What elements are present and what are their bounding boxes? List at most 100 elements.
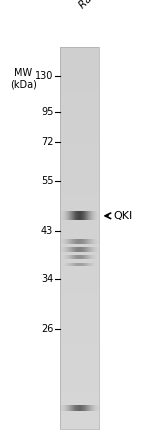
Bar — [60, 221, 99, 223]
Bar — [60, 152, 99, 154]
Bar — [60, 126, 99, 127]
Bar — [60, 166, 99, 167]
Text: 55: 55 — [41, 176, 53, 186]
Bar — [60, 137, 99, 139]
Bar — [60, 361, 99, 363]
Bar — [60, 357, 99, 359]
Bar — [60, 424, 99, 426]
Bar — [60, 265, 99, 267]
Bar — [60, 269, 99, 271]
Bar — [60, 416, 99, 418]
Bar — [60, 311, 99, 313]
Bar — [60, 170, 99, 171]
Bar — [60, 47, 99, 49]
Bar — [60, 341, 99, 344]
Bar — [60, 68, 99, 70]
Bar — [60, 167, 99, 170]
Bar — [60, 279, 99, 280]
Bar — [60, 282, 99, 284]
Text: 26: 26 — [41, 324, 53, 334]
Bar — [60, 101, 99, 102]
Bar — [60, 53, 99, 55]
Bar — [60, 301, 99, 303]
Bar — [60, 242, 99, 244]
Bar — [60, 330, 99, 332]
Bar — [60, 198, 99, 200]
Bar — [60, 89, 99, 91]
Bar — [60, 309, 99, 311]
Bar — [60, 257, 99, 259]
Bar — [60, 62, 99, 64]
Bar — [60, 116, 99, 118]
Bar — [60, 288, 99, 290]
Bar — [60, 385, 99, 388]
Bar — [60, 196, 99, 198]
Bar — [60, 78, 99, 80]
Bar — [60, 317, 99, 319]
Bar — [60, 276, 99, 279]
Bar — [60, 259, 99, 261]
Bar — [60, 319, 99, 320]
Bar — [60, 426, 99, 428]
Bar — [60, 272, 99, 275]
Bar — [60, 280, 99, 282]
Bar — [60, 129, 99, 131]
Bar — [60, 206, 99, 208]
Bar — [60, 102, 99, 105]
Bar — [60, 248, 99, 250]
Bar — [60, 131, 99, 133]
Bar — [60, 240, 99, 242]
Bar — [60, 148, 99, 150]
Bar — [60, 58, 99, 61]
Text: 43: 43 — [41, 226, 53, 236]
Bar — [60, 211, 99, 213]
Bar — [60, 217, 99, 219]
Bar — [60, 255, 99, 257]
Bar — [60, 97, 99, 99]
Bar — [60, 105, 99, 106]
Bar — [60, 315, 99, 317]
Bar — [60, 313, 99, 315]
Bar — [60, 322, 99, 324]
Bar — [60, 191, 99, 192]
Bar — [60, 252, 99, 254]
Bar — [60, 61, 99, 62]
Bar — [60, 382, 99, 384]
Bar — [60, 364, 99, 366]
Text: Rat brain: Rat brain — [77, 0, 118, 11]
Bar — [60, 139, 99, 141]
Bar — [60, 181, 99, 183]
Bar — [60, 70, 99, 72]
Bar — [60, 378, 99, 380]
Bar — [60, 108, 99, 110]
Bar — [60, 156, 99, 158]
Bar — [60, 250, 99, 252]
Bar — [60, 324, 99, 326]
Bar — [60, 194, 99, 196]
Bar — [60, 351, 99, 353]
Bar — [60, 263, 99, 265]
Bar — [60, 347, 99, 349]
Bar — [60, 72, 99, 74]
Bar — [60, 141, 99, 143]
Bar — [60, 376, 99, 378]
Bar — [60, 235, 99, 236]
Bar — [60, 401, 99, 403]
Bar — [60, 338, 99, 340]
Bar — [60, 82, 99, 83]
Bar — [60, 409, 99, 410]
Bar — [60, 389, 99, 391]
Bar — [60, 391, 99, 393]
Bar — [60, 106, 99, 108]
Bar — [60, 80, 99, 82]
Bar — [60, 294, 99, 296]
Bar — [60, 275, 99, 276]
Bar — [60, 366, 99, 368]
Bar — [60, 74, 99, 76]
Bar — [60, 286, 99, 288]
Bar — [60, 114, 99, 116]
Bar — [60, 349, 99, 351]
Bar — [60, 127, 99, 129]
Bar — [60, 143, 99, 145]
Bar — [60, 334, 99, 336]
